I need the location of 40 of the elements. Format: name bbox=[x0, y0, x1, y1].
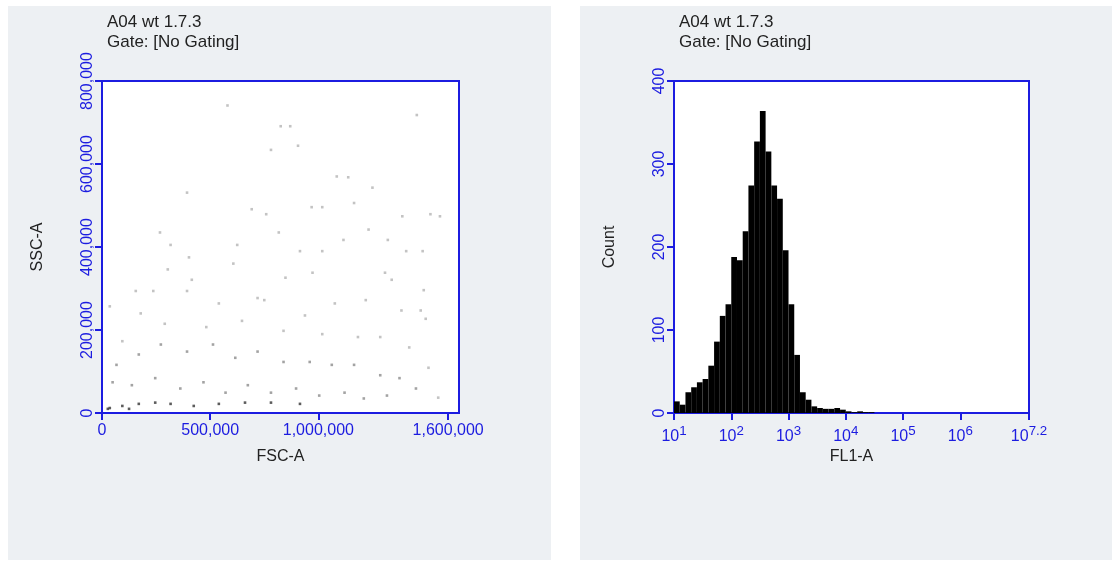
y-tick-label: 0 bbox=[77, 408, 95, 418]
point bbox=[378, 373, 382, 377]
x-tick-label: 10$^{4}$ bbox=[833, 422, 859, 446]
point bbox=[317, 394, 321, 397]
y-tick-label: 100 bbox=[649, 316, 667, 344]
point bbox=[179, 387, 182, 390]
x-tick-label: 10$^{2}$ bbox=[718, 422, 744, 446]
x-tick-label: 10$^{5}$ bbox=[890, 422, 916, 446]
point bbox=[362, 397, 366, 400]
x-tick-label: 1,000,000 bbox=[282, 420, 355, 438]
x-tick-label: 1,600,000 bbox=[412, 420, 484, 438]
chart-subtitle: Gate: [No Gating] bbox=[679, 32, 812, 51]
point bbox=[202, 380, 205, 384]
point bbox=[343, 391, 346, 394]
y-tick-label: 400,000 bbox=[77, 217, 95, 276]
y-axis-title: SSC-A bbox=[27, 222, 45, 272]
point bbox=[256, 350, 259, 353]
x-tick-label: 10$^{1}$ bbox=[661, 422, 687, 446]
y-tick-label: 0 bbox=[649, 408, 667, 418]
x-axis-title: FSC-A bbox=[256, 446, 305, 464]
point bbox=[111, 380, 114, 384]
chart-title: A04 wt 1.7.3 bbox=[679, 12, 774, 31]
chart-subtitle: Gate: [No Gating] bbox=[107, 32, 240, 51]
y-tick-label: 200,000 bbox=[77, 300, 95, 359]
y-tick-label: 300 bbox=[649, 150, 667, 178]
x-axis-title: FL1-A bbox=[829, 446, 874, 464]
x-tick-label: 10$^{3}$ bbox=[775, 422, 802, 446]
y-tick-label: 400 bbox=[649, 67, 667, 95]
y-tick-label: 800,000 bbox=[77, 51, 95, 110]
x-tick-label: 10$^{7.2}$ bbox=[1010, 422, 1048, 446]
point bbox=[153, 401, 157, 404]
x-tick-label: 10$^{6}$ bbox=[947, 422, 973, 446]
point bbox=[137, 353, 141, 356]
x-tick-label: 500,000 bbox=[181, 420, 240, 438]
y-tick-label: 200 bbox=[649, 233, 667, 261]
y-axis-title: Count bbox=[599, 225, 617, 269]
x-tick-label: 0 bbox=[97, 420, 107, 438]
y-tick-label: 600,000 bbox=[77, 134, 95, 193]
chart-title: A04 wt 1.7.3 bbox=[107, 12, 202, 31]
point bbox=[224, 391, 227, 394]
